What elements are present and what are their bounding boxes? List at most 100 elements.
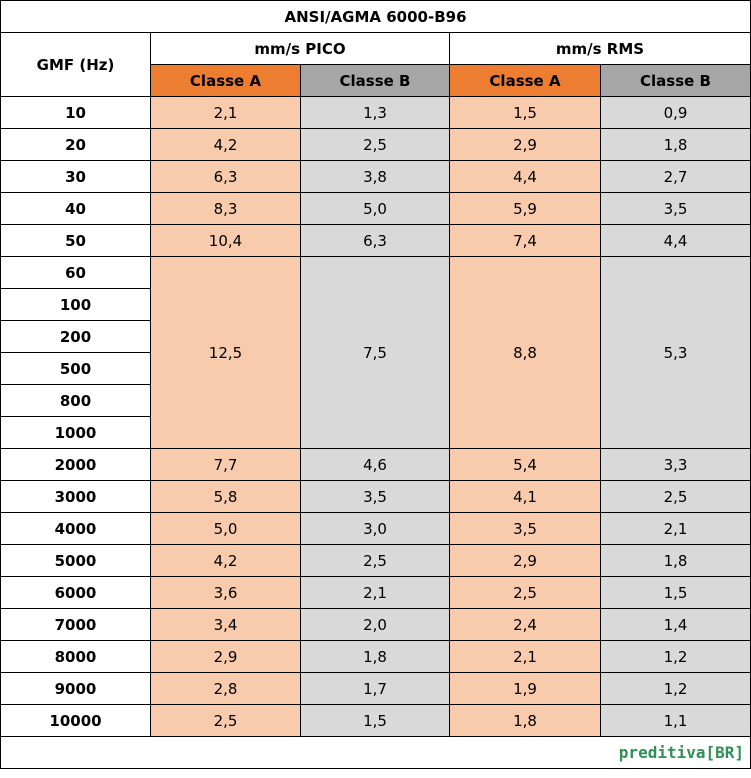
value-cell: 1,1: [599, 704, 751, 737]
data-row: 9000 2,8 1,7 1,9 1,2: [0, 672, 751, 705]
value-cell: 3,3: [599, 448, 751, 481]
data-row: 1000: [0, 416, 751, 449]
value-cell: 3,4: [150, 608, 301, 641]
gmf-cell: 8000: [0, 640, 151, 673]
data-row: 10 2,1 1,3 1,5 0,9: [0, 96, 751, 129]
value-cell: 2,9: [150, 640, 301, 673]
value-cell: 1,3: [300, 96, 450, 129]
value-cell: 2,1: [150, 96, 301, 129]
footer-row: preditiva[BR]: [0, 736, 751, 769]
gmf-cell: 40: [0, 192, 151, 225]
value-cell: 12,5: [150, 256, 301, 449]
value-cell: 2,7: [599, 160, 751, 193]
group-row: GMF (Hz) mm/s PICO mm/s RMS: [0, 32, 751, 97]
logo: preditiva[BR]: [0, 736, 751, 769]
value-cell: 1,7: [300, 672, 450, 705]
value-cell: 1,5: [449, 96, 601, 129]
value-cell: 4,4: [449, 160, 601, 193]
value-cell: 4,2: [150, 544, 301, 577]
value-cell: 1,9: [449, 672, 601, 705]
gmf-cell: 5000: [0, 544, 151, 577]
data-row: 800: [0, 384, 751, 417]
value-cell: 3,8: [300, 160, 450, 193]
gmf-cell: 6000: [0, 576, 151, 609]
value-cell: 1,4: [599, 608, 751, 641]
data-row: 4000 5,0 3,0 3,5 2,1: [0, 512, 751, 545]
value-cell: 3,5: [300, 480, 450, 513]
value-cell: 8,3: [150, 192, 301, 225]
value-cell: 4,2: [150, 128, 301, 161]
value-cell: 1,8: [599, 128, 751, 161]
value-cell: 4,1: [449, 480, 601, 513]
gmf-cell: 20: [0, 128, 151, 161]
value-cell: 3,5: [599, 192, 751, 225]
value-cell: 2,4: [449, 608, 601, 641]
class-header: Classe B: [599, 64, 751, 97]
value-cell: 7,7: [150, 448, 301, 481]
value-cell: 2,0: [300, 608, 450, 641]
data-row: 8000 2,9 1,8 2,1 1,2: [0, 640, 751, 673]
value-cell: 2,1: [599, 512, 751, 545]
value-cell: 2,8: [150, 672, 301, 705]
value-cell: 8,8: [449, 256, 601, 449]
value-cell: 2,5: [150, 704, 301, 737]
data-row: 100: [0, 288, 751, 321]
value-cell: 1,5: [599, 576, 751, 609]
value-cell: 2,1: [300, 576, 450, 609]
gmf-cell: 50: [0, 224, 151, 257]
class-header: Classe A: [150, 64, 301, 97]
group-header: mm/s RMS: [448, 32, 751, 65]
gmf-cell: 200: [0, 320, 151, 353]
value-cell: 2,1: [449, 640, 601, 673]
value-cell: 7,5: [300, 256, 450, 449]
data-row: 2000 7,7 4,6 5,4 3,3: [0, 448, 751, 481]
value-cell: 7,4: [449, 224, 601, 257]
data-row: 50 10,4 6,3 7,4 4,4: [0, 224, 751, 257]
value-cell: 2,5: [599, 480, 751, 513]
gmf-cell: 500: [0, 352, 151, 385]
title-row: ANSI/AGMA 6000-B96: [0, 0, 751, 33]
value-cell: 1,8: [300, 640, 450, 673]
data-row: 30 6,3 3,8 4,4 2,7: [0, 160, 751, 193]
gmf-cell: 7000: [0, 608, 151, 641]
value-cell: 1,5: [300, 704, 450, 737]
value-cell: 1,2: [599, 672, 751, 705]
value-cell: 3,6: [150, 576, 301, 609]
data-row: 3000 5,8 3,5 4,1 2,5: [0, 480, 751, 513]
table-title: ANSI/AGMA 6000-B96: [0, 0, 751, 33]
value-cell: 5,0: [150, 512, 301, 545]
class-row: Classe A Classe B Classe A Classe B: [1, 64, 751, 97]
gmf-cell: 60: [0, 256, 151, 289]
value-cell: 0,9: [599, 96, 751, 129]
value-cell: 5,0: [300, 192, 450, 225]
value-cell: 5,8: [150, 480, 301, 513]
class-header: Classe A: [449, 64, 601, 97]
value-cell: 5,3: [599, 256, 751, 449]
data-row: 60 12,5 7,5 8,8 5,3: [0, 256, 751, 449]
class-header: Classe B: [300, 64, 450, 97]
value-cell: 6,3: [300, 224, 450, 257]
gmf-cell: 3000: [0, 480, 151, 513]
gmf-cell: 1000: [0, 416, 151, 449]
gmf-cell: 10: [0, 96, 151, 129]
value-cell: 2,5: [300, 544, 450, 577]
value-cell: 6,3: [150, 160, 301, 193]
value-cell: 3,0: [300, 512, 450, 545]
gmf-cell: 30: [0, 160, 151, 193]
gmf-cell: 10000: [0, 704, 151, 737]
value-cell: 2,9: [449, 128, 601, 161]
data-row: 6000 3,6 2,1 2,5 1,5: [0, 576, 751, 609]
gmf-cell: 2000: [0, 448, 151, 481]
value-cell: 4,4: [599, 224, 751, 257]
value-cell: 5,4: [449, 448, 601, 481]
gmf-cell: 4000: [0, 512, 151, 545]
data-row: 7000 3,4 2,0 2,4 1,4: [0, 608, 751, 641]
value-cell: 10,4: [150, 224, 301, 257]
value-cell: 5,9: [449, 192, 601, 225]
value-cell: 2,5: [300, 128, 450, 161]
gmf-cell: 100: [0, 288, 151, 321]
value-cell: 4,6: [300, 448, 450, 481]
